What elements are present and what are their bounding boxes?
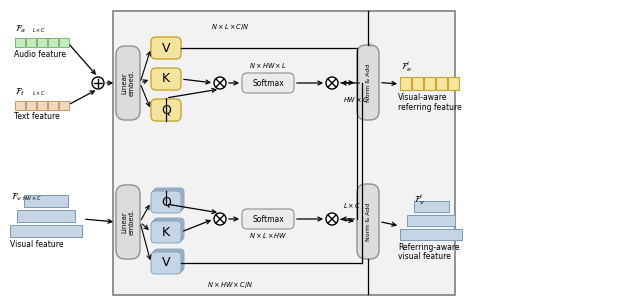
Text: Softmax: Softmax bbox=[252, 214, 284, 224]
Text: Audio feature: Audio feature bbox=[14, 50, 66, 59]
Text: $N\times L\times C/N$: $N\times L\times C/N$ bbox=[211, 22, 249, 32]
Bar bbox=[17, 210, 75, 222]
FancyBboxPatch shape bbox=[153, 219, 183, 241]
Bar bbox=[15, 101, 25, 110]
FancyBboxPatch shape bbox=[357, 184, 379, 259]
Bar bbox=[24, 195, 68, 207]
Bar bbox=[436, 77, 447, 90]
Text: $\mathcal{F}_v$: $\mathcal{F}_v$ bbox=[11, 192, 23, 203]
Bar bbox=[424, 77, 435, 90]
FancyBboxPatch shape bbox=[152, 220, 182, 242]
Text: $^{HW\times C}$: $^{HW\times C}$ bbox=[22, 195, 42, 201]
Text: V: V bbox=[162, 41, 170, 55]
FancyBboxPatch shape bbox=[357, 45, 379, 120]
Circle shape bbox=[326, 77, 338, 89]
Bar bbox=[448, 77, 459, 90]
FancyBboxPatch shape bbox=[151, 68, 181, 90]
Text: $\mathcal{F}_t$: $\mathcal{F}_t$ bbox=[15, 87, 26, 98]
Text: referring feature: referring feature bbox=[398, 103, 461, 112]
FancyBboxPatch shape bbox=[242, 73, 294, 93]
Text: $\mathcal{F}_e'$: $\mathcal{F}_e'$ bbox=[401, 60, 413, 74]
Bar bbox=[48, 38, 58, 47]
Text: K: K bbox=[162, 73, 170, 85]
Bar bbox=[400, 77, 411, 90]
FancyBboxPatch shape bbox=[153, 189, 183, 211]
Bar bbox=[37, 38, 47, 47]
Text: $N\times L\times HW$: $N\times L\times HW$ bbox=[249, 231, 287, 241]
Bar bbox=[15, 38, 25, 47]
Circle shape bbox=[326, 213, 338, 225]
FancyBboxPatch shape bbox=[154, 188, 184, 210]
Text: Norm & Add: Norm & Add bbox=[365, 203, 371, 241]
Text: $\mathcal{F}_v'$: $\mathcal{F}_v'$ bbox=[414, 193, 426, 207]
Bar bbox=[26, 38, 36, 47]
Text: $N\times HW\times C/N$: $N\times HW\times C/N$ bbox=[207, 280, 253, 290]
Bar bbox=[407, 215, 455, 226]
Text: K: K bbox=[162, 225, 170, 239]
FancyBboxPatch shape bbox=[151, 99, 181, 121]
Text: Softmax: Softmax bbox=[252, 78, 284, 88]
Text: visual feature: visual feature bbox=[398, 252, 451, 261]
Circle shape bbox=[214, 213, 226, 225]
Bar bbox=[26, 101, 36, 110]
Circle shape bbox=[214, 77, 226, 89]
FancyBboxPatch shape bbox=[116, 185, 140, 259]
FancyBboxPatch shape bbox=[151, 252, 181, 274]
FancyBboxPatch shape bbox=[151, 191, 181, 213]
Text: $^{L\times C}$: $^{L\times C}$ bbox=[32, 90, 46, 96]
Text: Norm & Add: Norm & Add bbox=[365, 63, 371, 102]
FancyBboxPatch shape bbox=[151, 37, 181, 59]
Text: $L\times C$: $L\times C$ bbox=[343, 200, 362, 210]
Text: $N\times HW\times L$: $N\times HW\times L$ bbox=[249, 62, 287, 70]
Bar bbox=[48, 101, 58, 110]
FancyBboxPatch shape bbox=[153, 250, 183, 272]
Text: Text feature: Text feature bbox=[14, 112, 60, 121]
FancyBboxPatch shape bbox=[151, 221, 181, 243]
Circle shape bbox=[92, 77, 104, 89]
Text: Referring-aware: Referring-aware bbox=[398, 243, 460, 252]
Text: Visual-aware: Visual-aware bbox=[398, 93, 447, 102]
FancyBboxPatch shape bbox=[154, 218, 184, 240]
FancyBboxPatch shape bbox=[152, 251, 182, 273]
Bar bbox=[37, 101, 47, 110]
Text: Q: Q bbox=[161, 196, 171, 209]
Text: V: V bbox=[162, 257, 170, 270]
Bar bbox=[59, 38, 69, 47]
Bar bbox=[414, 201, 449, 212]
Text: Visual feature: Visual feature bbox=[10, 240, 63, 249]
FancyBboxPatch shape bbox=[152, 190, 182, 212]
Text: Q: Q bbox=[161, 103, 171, 117]
FancyBboxPatch shape bbox=[242, 209, 294, 229]
FancyBboxPatch shape bbox=[154, 249, 184, 271]
Text: $\mathcal{F}_a$: $\mathcal{F}_a$ bbox=[15, 23, 26, 35]
Text: $^{L\times C}$: $^{L\times C}$ bbox=[32, 27, 46, 33]
Bar bbox=[10, 225, 82, 237]
Bar bbox=[113, 11, 455, 295]
Text: Linear
embed.: Linear embed. bbox=[122, 209, 134, 235]
Bar bbox=[59, 101, 69, 110]
Text: Linear
embed.: Linear embed. bbox=[122, 70, 134, 96]
Text: $HW\times C$: $HW\times C$ bbox=[343, 95, 369, 105]
Bar bbox=[400, 229, 462, 240]
FancyBboxPatch shape bbox=[116, 46, 140, 120]
Bar bbox=[412, 77, 423, 90]
